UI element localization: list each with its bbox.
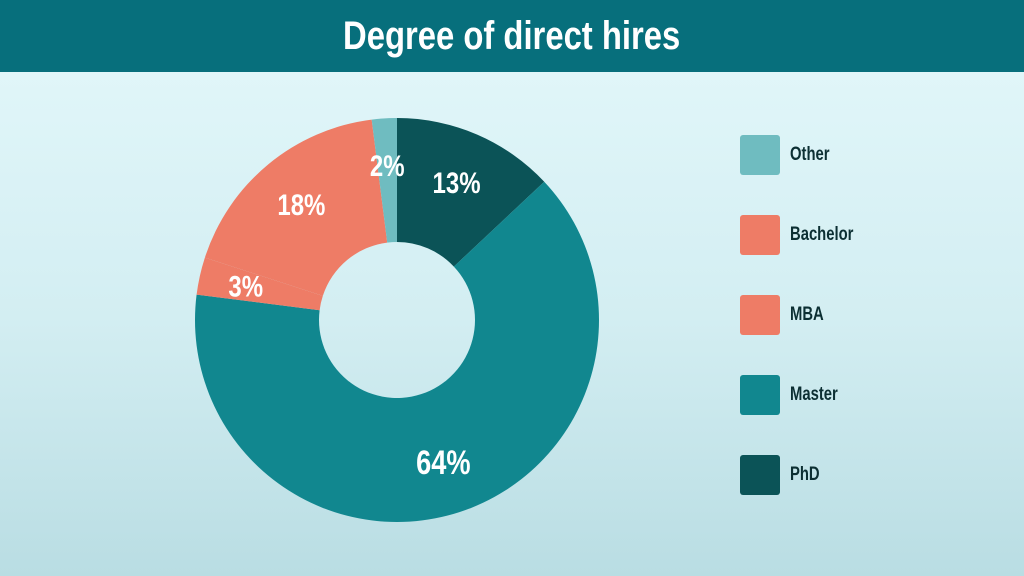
legend-item-mba: MBA bbox=[740, 295, 833, 335]
title-bar: Degree of direct hires bbox=[0, 0, 1024, 72]
legend-swatch-other bbox=[740, 135, 780, 175]
legend-swatch-master bbox=[740, 375, 780, 415]
slice-label-master: 64% bbox=[416, 443, 470, 482]
slice-label-other: 2% bbox=[370, 148, 405, 182]
slice-label-phd: 13% bbox=[433, 165, 481, 199]
slice-phd bbox=[397, 118, 545, 267]
slice-other bbox=[371, 118, 397, 243]
slice-bachelor bbox=[204, 119, 388, 296]
chart-title: Degree of direct hires bbox=[343, 13, 681, 58]
legend-item-bachelor: Bachelor bbox=[740, 215, 871, 255]
slice-label-mba: 3% bbox=[228, 269, 263, 303]
legend-item-phd: PhD bbox=[740, 455, 828, 495]
legend-label-other: Other bbox=[790, 144, 830, 165]
legend-label-master: Master bbox=[790, 384, 838, 405]
legend-item-master: Master bbox=[740, 375, 851, 415]
legend-swatch-phd bbox=[740, 455, 780, 495]
slice-master bbox=[195, 181, 600, 523]
legend-label-mba: MBA bbox=[790, 304, 824, 325]
slice-mba bbox=[196, 257, 323, 311]
donut-labels: 13% 64% 3% 18% 2% bbox=[228, 148, 480, 482]
legend-item-other: Other bbox=[740, 135, 841, 175]
legend-label-phd: PhD bbox=[790, 464, 820, 485]
legend-swatch-bachelor bbox=[740, 215, 780, 255]
legend-swatch-mba bbox=[740, 295, 780, 335]
legend-label-bachelor: Bachelor bbox=[790, 224, 854, 245]
donut-slices bbox=[195, 118, 600, 523]
donut-chart: 13% 64% 3% 18% 2% bbox=[195, 118, 600, 523]
slice-label-bachelor: 18% bbox=[277, 187, 325, 221]
